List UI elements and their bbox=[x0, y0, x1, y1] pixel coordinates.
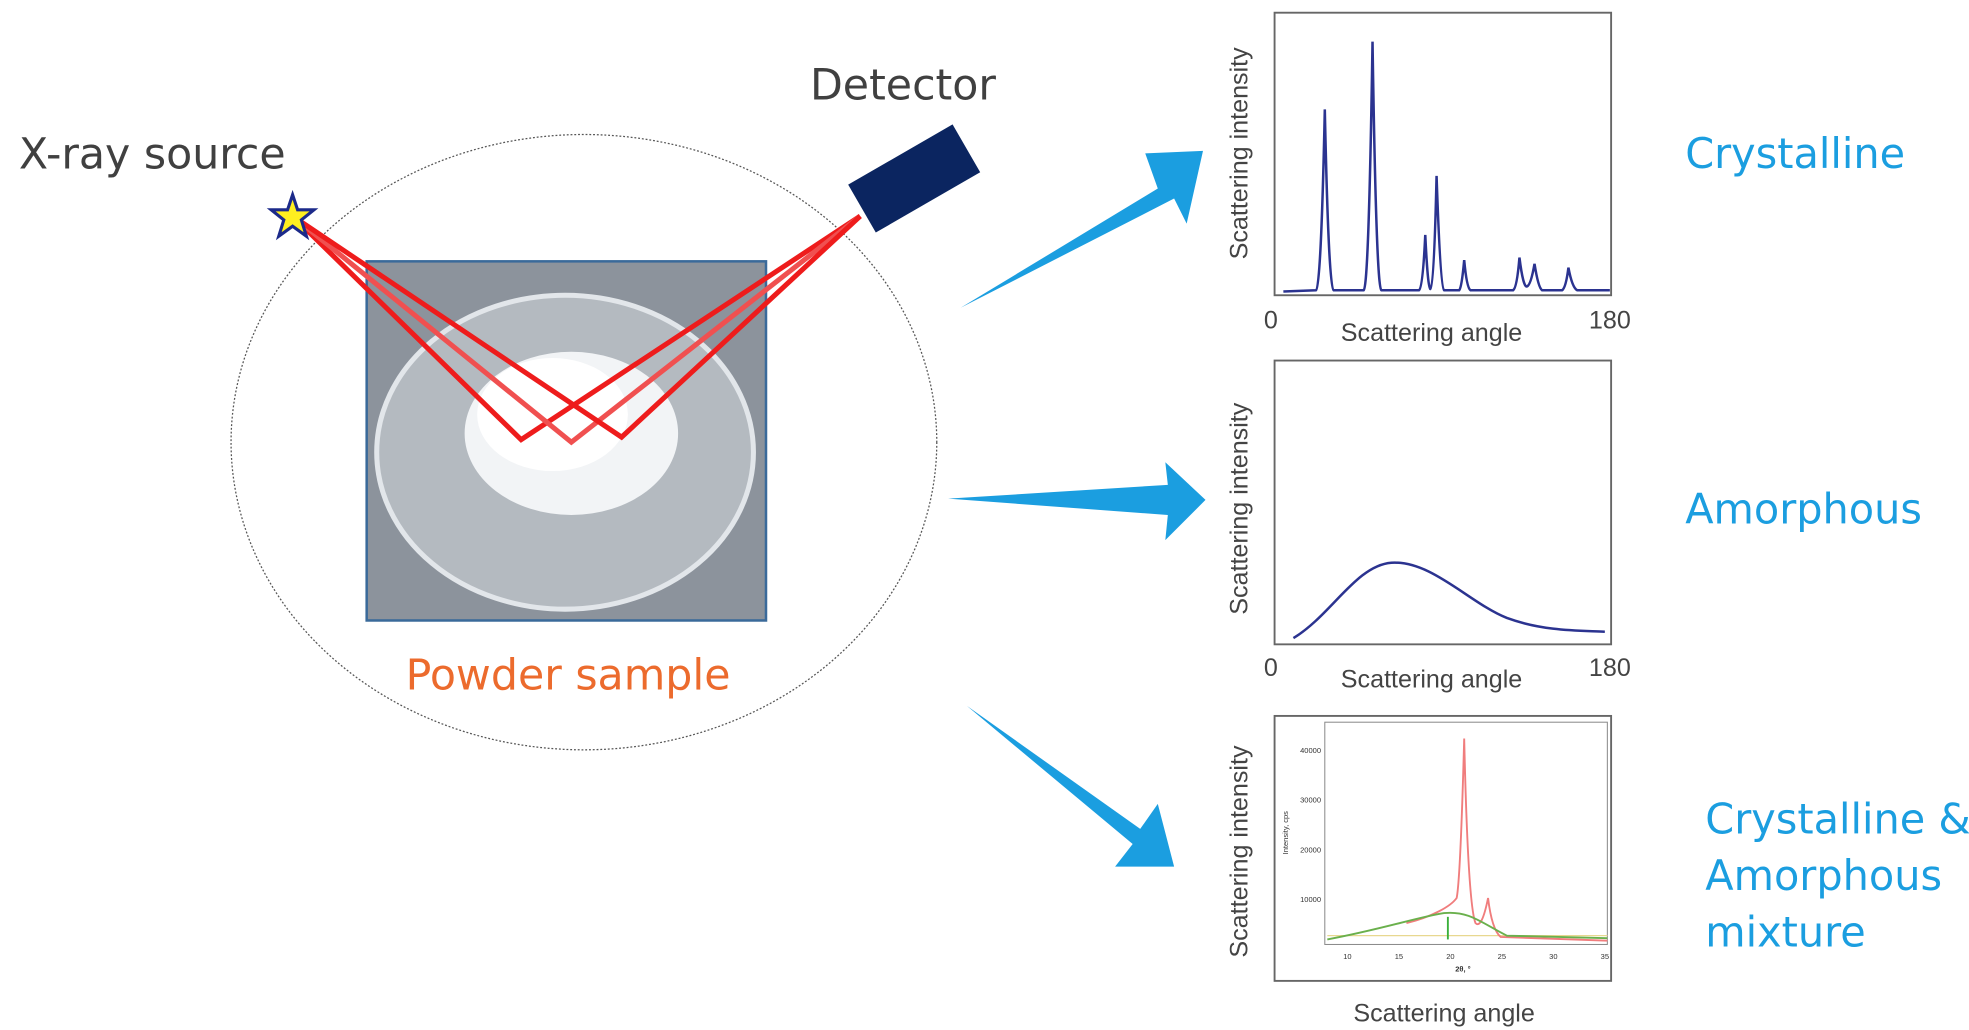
inner-ticks: 40000 30000 20000 10000 10 15 20 25 30 35 bbox=[1300, 746, 1609, 961]
inner-y-label: Intensity, cps bbox=[1281, 811, 1290, 855]
xray-path bbox=[291, 214, 862, 441]
x-axis-label: Scattering angle bbox=[1353, 999, 1534, 1027]
amorphous-component bbox=[1327, 911, 1608, 941]
inner-x-tick-label: 35 bbox=[1601, 952, 1609, 961]
arrow bbox=[948, 462, 1206, 541]
source-star bbox=[266, 189, 319, 241]
amorphous-curve bbox=[1292, 561, 1605, 640]
inner-x-tick-label: 15 bbox=[1395, 952, 1403, 961]
arrow bbox=[960, 150, 1203, 308]
crystalline-component bbox=[1406, 738, 1608, 942]
x-start: 0 bbox=[1264, 654, 1278, 682]
result-label: mixture bbox=[1705, 909, 1865, 957]
inner-x-tick-label: 25 bbox=[1498, 952, 1506, 961]
y-axis-label: Scattering intensity bbox=[1225, 47, 1253, 260]
inner-x-label: 2θ, ° bbox=[1455, 965, 1470, 974]
goniometer-circle bbox=[230, 133, 938, 751]
xray-path bbox=[291, 214, 862, 446]
x-end: 180 bbox=[1589, 306, 1631, 334]
x-axis-label: Scattering angle bbox=[1341, 319, 1522, 347]
plot-frame bbox=[1273, 11, 1613, 297]
x-start: 0 bbox=[1264, 306, 1278, 334]
inner-y-tick-label: 30000 bbox=[1300, 796, 1321, 805]
xray-paths bbox=[290, 214, 862, 446]
inner-y-tick-label: 40000 bbox=[1300, 746, 1321, 755]
x-end: 180 bbox=[1589, 654, 1631, 682]
inner-y-tick-label: 20000 bbox=[1300, 845, 1321, 854]
inner-x-tick-label: 30 bbox=[1549, 952, 1557, 961]
result-label: Amorphous bbox=[1685, 485, 1922, 533]
inner-x-tick-label: 10 bbox=[1343, 952, 1351, 961]
inner-frame bbox=[1324, 721, 1608, 945]
source-label: X-ray source bbox=[19, 130, 286, 180]
arrow bbox=[966, 705, 1175, 867]
detector bbox=[848, 124, 981, 233]
result-label: Amorphous bbox=[1705, 852, 1942, 900]
inner-x-tick-label: 20 bbox=[1446, 952, 1454, 961]
result-label: Crystalline & bbox=[1705, 796, 1969, 844]
result-label: Crystalline bbox=[1685, 130, 1905, 178]
detector-label: Detector bbox=[810, 61, 996, 111]
plot-frame bbox=[1273, 359, 1613, 646]
xray-path bbox=[290, 214, 862, 443]
x-axis-label: Scattering angle bbox=[1341, 665, 1522, 693]
inner-y-tick-label: 10000 bbox=[1300, 895, 1321, 904]
sample-label: Powder sample bbox=[406, 651, 731, 701]
y-axis-label: Scattering intensity bbox=[1225, 402, 1253, 615]
crystalline-curve bbox=[1283, 41, 1610, 293]
y-axis-label: Scattering intensity bbox=[1225, 745, 1253, 958]
powder-top bbox=[477, 358, 628, 472]
